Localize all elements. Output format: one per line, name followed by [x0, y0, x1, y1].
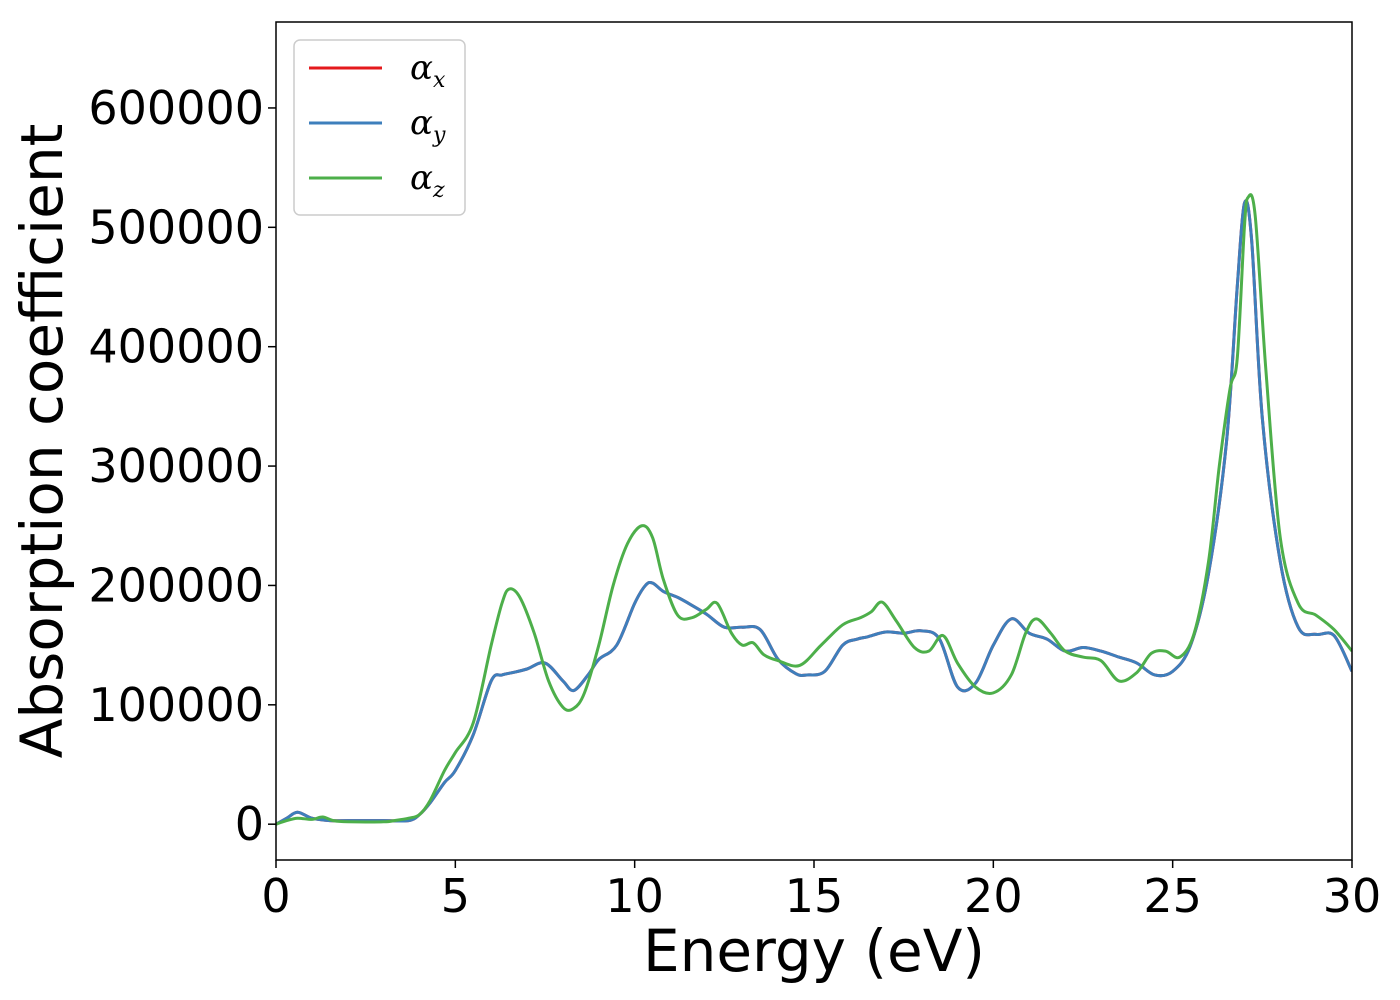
y-tick-label: 500000: [88, 200, 264, 254]
y-tick-label: 400000: [88, 320, 264, 374]
x-tick-label: 20: [964, 869, 1023, 923]
x-tick-label: 30: [1323, 869, 1382, 923]
x-tick-label: 0: [261, 869, 290, 923]
x-tick-label: 10: [605, 869, 664, 923]
x-tick-label: 25: [1143, 869, 1202, 923]
x-tick-label: 5: [441, 869, 470, 923]
legend-label-alpha-x: αx: [410, 48, 446, 93]
legend-label-alpha-y: αy: [410, 103, 446, 148]
y-tick-label: 200000: [88, 558, 264, 612]
legend: αx αy αz: [293, 39, 466, 216]
x-tick-label: 15: [785, 869, 844, 923]
y-tick-label: 300000: [88, 439, 264, 493]
y-tick-label: 600000: [88, 81, 264, 135]
x-axis-title: Energy (eV): [643, 917, 985, 985]
y-axis-title: Absorption coefficient: [8, 124, 76, 759]
x-axis: 0 5 10 15 20 25 30: [261, 860, 1381, 923]
y-tick-label: 100000: [88, 678, 264, 732]
legend-label-alpha-z: αz: [410, 158, 445, 203]
legend-frame: [293, 39, 466, 216]
series-group: [276, 193, 1352, 826]
y-tick-label: 0: [235, 797, 264, 851]
series-line-alpha-y: [276, 199, 1352, 826]
y-axis: 0 100000 200000 300000 400000 500000 600000: [88, 81, 276, 851]
series-line-alpha-z: [276, 193, 1352, 826]
